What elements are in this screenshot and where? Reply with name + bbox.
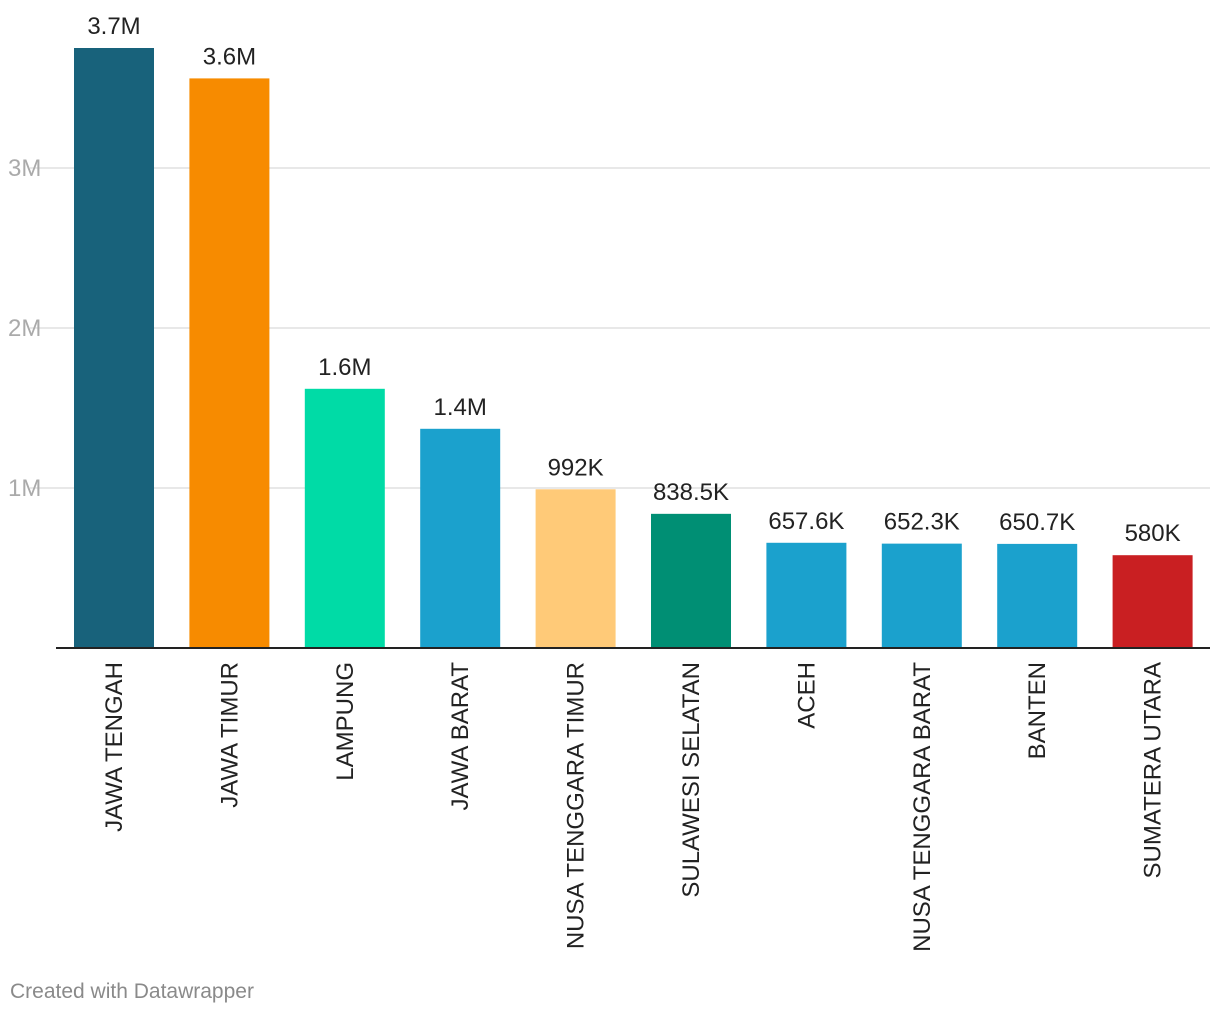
x-category-label: ACEH	[793, 662, 820, 729]
bar-sulawesi-selatan	[651, 513, 731, 648]
category-labels-layer: JAWA TENGAH JAWA TIMUR LAMPUNG JAWA BARAT NU…	[101, 662, 1167, 952]
x-category-label: JAWA TENGAH	[101, 662, 128, 832]
x-category-label: LAMPUNG	[332, 662, 359, 781]
x-category-label: SULAWESI SELATAN	[678, 662, 705, 898]
bar-value-label: 657.6K	[768, 508, 844, 535]
bar-jawa-tengah	[74, 48, 154, 648]
bar-value-label: 580K	[1125, 520, 1181, 547]
bar-value-label: 3.6M	[203, 43, 256, 70]
bar-value-label: 1.6M	[318, 354, 371, 381]
y-tick-label: 1M	[8, 475, 41, 502]
value-labels-layer: 3.7M 3.6M 1.6M 1.4M 992K 838.5K 657.6K 652.3K 65…	[87, 13, 1180, 547]
datawrapper-credit: Created with Datawrapper	[10, 980, 254, 1003]
bar-value-label: 652.3K	[884, 509, 960, 536]
x-category-label: NUSA TENGGARA BARAT	[909, 662, 936, 952]
y-tick-label: 2M	[8, 315, 41, 342]
bar-value-label: 1.4M	[434, 394, 487, 421]
bar-value-label: 992K	[548, 454, 604, 481]
bar-nusa-tenggara-timur	[535, 489, 616, 648]
bar-jawa-timur	[189, 78, 270, 648]
grid-layer: 1M 2M 3M	[8, 155, 1210, 502]
bar-aceh	[766, 542, 847, 648]
x-category-label: JAWA TIMUR	[216, 662, 243, 808]
bar-value-label: 838.5K	[653, 479, 729, 506]
bar-nusa-tenggara-barat	[881, 543, 962, 648]
x-category-label: JAWA BARAT	[447, 662, 474, 811]
y-tick-label: 3M	[8, 155, 41, 182]
x-category-label: SUMATERA UTARA	[1140, 662, 1167, 878]
bar-value-label: 3.7M	[87, 13, 140, 40]
x-category-label: BANTEN	[1024, 662, 1051, 759]
bar-value-label: 650.7K	[999, 509, 1075, 536]
bar-lampung	[304, 388, 385, 648]
bar-sumatera-utara	[1112, 555, 1193, 648]
bars-layer	[74, 48, 1193, 648]
x-category-label: NUSA TENGGARA TIMUR	[563, 662, 590, 949]
bar-jawa-barat	[420, 428, 501, 648]
bar-banten	[997, 543, 1078, 648]
